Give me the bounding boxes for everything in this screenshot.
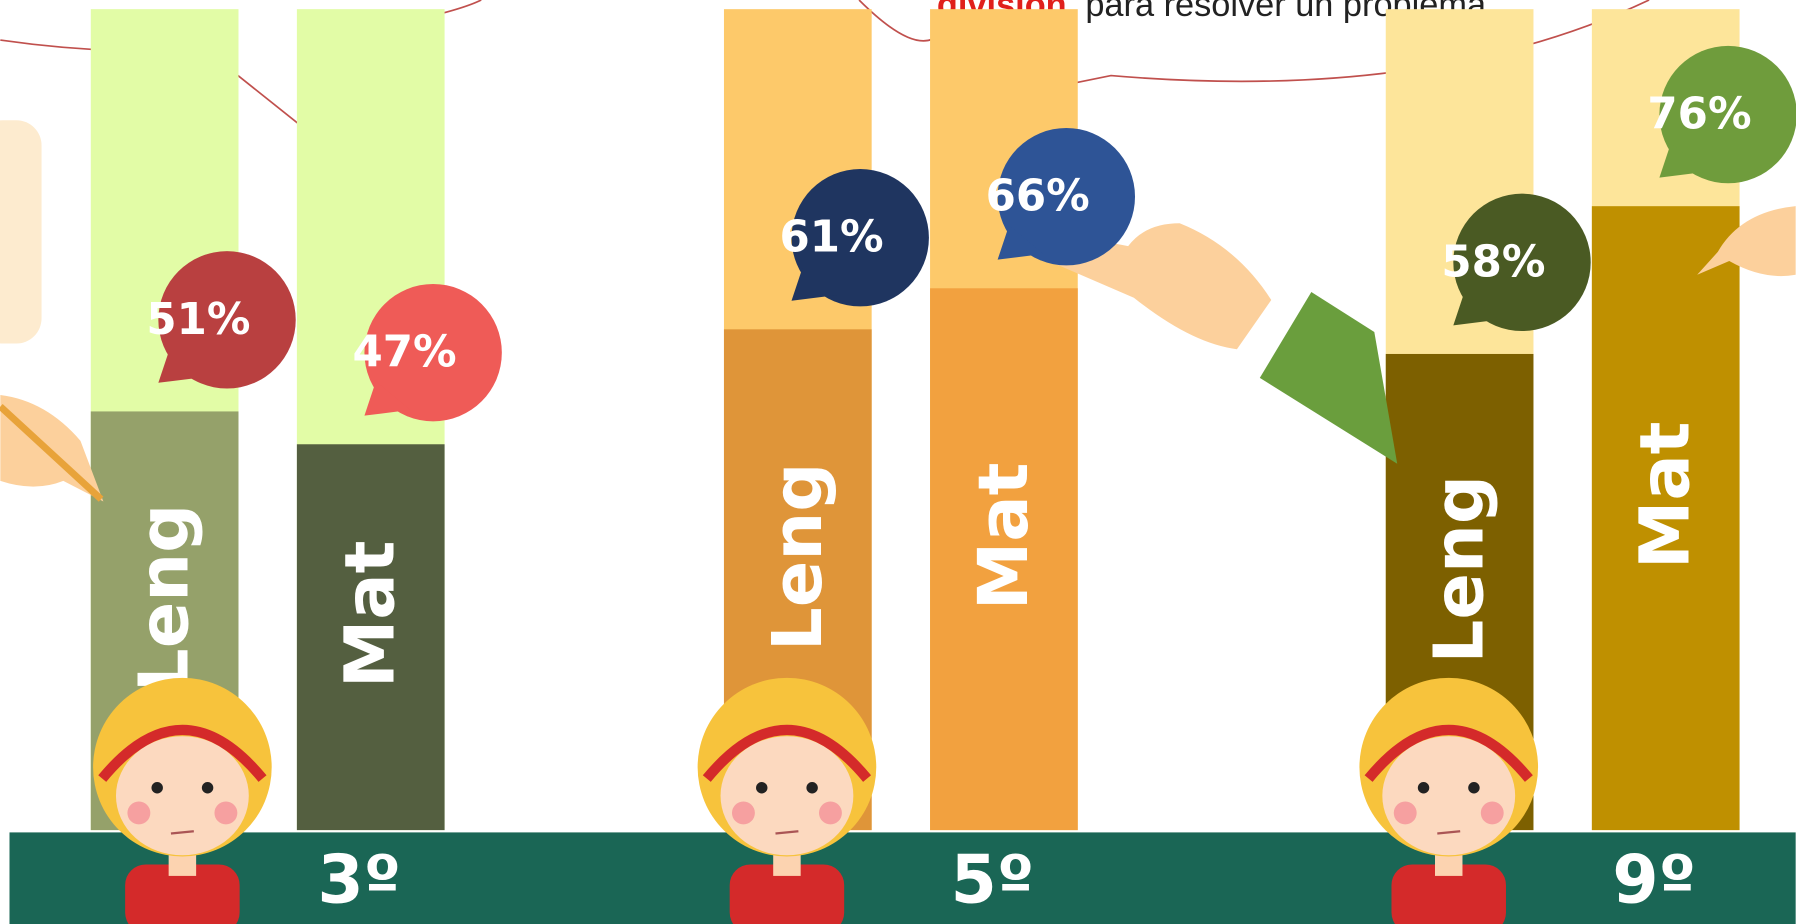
series-label: Mat: [1626, 421, 1706, 569]
bar: [1591, 206, 1740, 831]
value-label: 58%: [1441, 237, 1545, 287]
shirt: [125, 864, 240, 924]
eye: [151, 782, 163, 794]
bubble: [1659, 45, 1796, 184]
bubble: [791, 169, 929, 307]
eye: [756, 782, 768, 794]
value-label: 76%: [1647, 90, 1751, 140]
category-label: 9º: [1612, 840, 1696, 918]
series-label: Leng: [125, 504, 205, 692]
bubble-tail: [1453, 290, 1500, 326]
side-panel: [0, 120, 42, 344]
bubble-tail: [997, 225, 1044, 260]
value-bubble: 66%: [986, 127, 1136, 266]
value-bubble: 76%: [1647, 45, 1796, 184]
value-bubble: 47%: [352, 283, 502, 422]
bubble-tail: [158, 348, 205, 383]
bubble: [1453, 193, 1591, 332]
mouth: [775, 830, 799, 835]
value-label: 51%: [146, 295, 250, 345]
girl-figure: [93, 677, 272, 924]
value-bubble: 51%: [146, 251, 296, 389]
cheek: [1480, 801, 1504, 825]
shirt: [729, 864, 845, 924]
cheek: [731, 801, 755, 825]
value-label: 61%: [780, 213, 884, 263]
eye: [806, 782, 818, 794]
category-label: 3º: [317, 840, 401, 918]
bubble: [364, 283, 502, 422]
cheek: [1393, 801, 1417, 825]
bubble: [997, 127, 1136, 266]
mouth: [170, 830, 194, 835]
headband: [702, 724, 872, 782]
cheek: [127, 801, 151, 825]
bubble-tail: [791, 266, 838, 301]
shirt: [1391, 864, 1506, 924]
bubble-tail: [1659, 143, 1706, 178]
eye: [1468, 782, 1480, 794]
cheek: [818, 801, 842, 825]
category-label: 5º: [951, 840, 1035, 918]
series-label: Leng: [1420, 475, 1500, 663]
value-bubble: 61%: [780, 169, 929, 307]
series-label: Leng: [758, 463, 838, 651]
mouth: [1437, 830, 1461, 835]
headband: [1364, 724, 1533, 782]
value-label: 47%: [352, 328, 456, 378]
face: [1382, 736, 1516, 856]
value-bubble: 58%: [1441, 193, 1591, 332]
bubble: [158, 251, 296, 389]
cheek: [214, 801, 238, 825]
value-label: 66%: [986, 172, 1090, 222]
series-label: Mat: [331, 541, 411, 689]
girl-figure: [697, 677, 877, 924]
bar: [296, 444, 445, 831]
headband: [98, 724, 267, 782]
ground-band: [9, 832, 1796, 924]
face: [720, 736, 854, 856]
eye: [1417, 782, 1430, 794]
series-label: Mat: [964, 463, 1044, 611]
eye: [201, 782, 214, 794]
face: [115, 736, 249, 856]
bar: [930, 288, 1078, 831]
bubble-tail: [364, 381, 411, 416]
girl-figure: [1359, 677, 1539, 924]
